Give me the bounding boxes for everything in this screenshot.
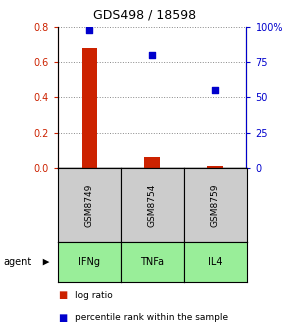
Text: IL4: IL4 bbox=[208, 257, 222, 267]
Text: log ratio: log ratio bbox=[75, 291, 113, 300]
Text: ■: ■ bbox=[58, 290, 67, 300]
Text: IFNg: IFNg bbox=[78, 257, 100, 267]
Point bbox=[213, 88, 218, 93]
Text: GSM8754: GSM8754 bbox=[148, 183, 157, 227]
Bar bbox=[144, 157, 160, 168]
Bar bbox=[81, 48, 97, 168]
Bar bbox=[207, 166, 223, 168]
Text: TNFa: TNFa bbox=[140, 257, 164, 267]
Point bbox=[150, 52, 155, 58]
Text: GDS498 / 18598: GDS498 / 18598 bbox=[93, 8, 197, 22]
Text: GSM8749: GSM8749 bbox=[85, 183, 94, 227]
Text: ■: ■ bbox=[58, 312, 67, 323]
Point bbox=[87, 27, 92, 32]
Text: agent: agent bbox=[3, 257, 31, 267]
Text: GSM8759: GSM8759 bbox=[211, 183, 220, 227]
Text: percentile rank within the sample: percentile rank within the sample bbox=[75, 313, 229, 322]
